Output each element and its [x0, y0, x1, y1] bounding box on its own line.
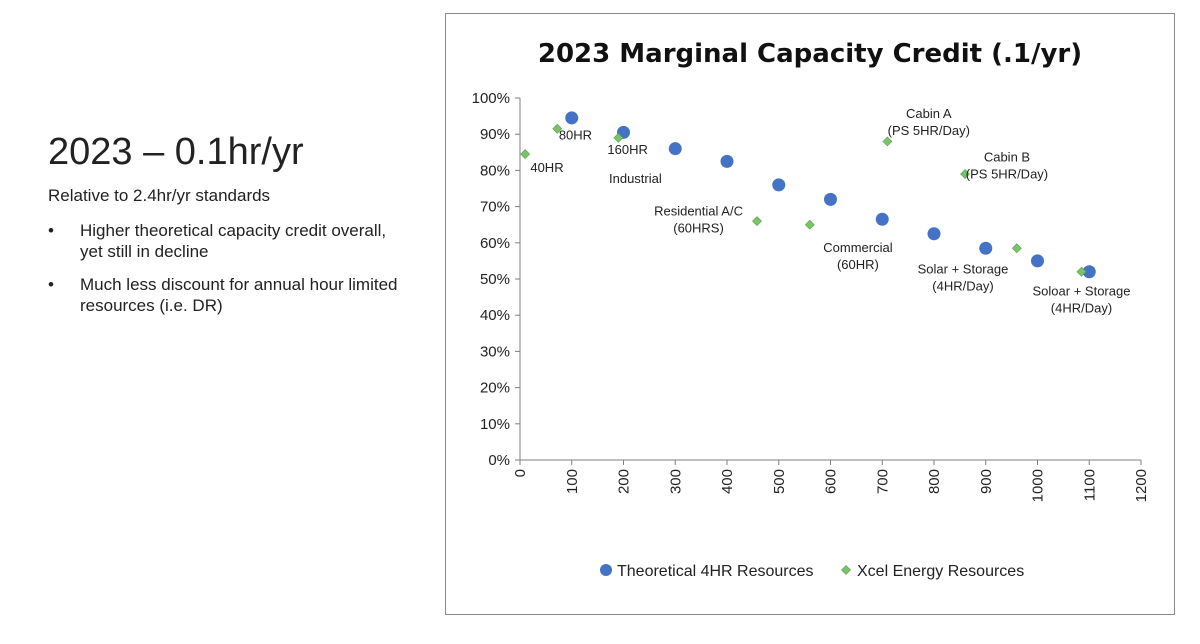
chart-axes: 0% 10% 20% 30% 40% 50% 60% 70% 80% 90% 100% 0 100 200…	[472, 90, 1150, 502]
theoretical-resource-point	[824, 192, 837, 206]
y-tick-label: 10%	[480, 416, 510, 433]
x-tick-label: 300	[667, 469, 684, 494]
x-tick-label: 500	[771, 469, 788, 494]
bullet-text: Much less discount for annual hour limit…	[80, 275, 398, 315]
y-tick-label: 0%	[488, 452, 510, 469]
data-label: Industrial	[609, 171, 662, 186]
xcel-resource-point	[752, 216, 762, 227]
data-label: Residential A/C	[654, 204, 743, 219]
data-label: 160HR	[607, 142, 647, 157]
legend-marker-xcel	[841, 565, 851, 575]
x-tick-label: 800	[926, 469, 943, 494]
theoretical-resource-point	[720, 154, 734, 168]
xcel-resource-point	[1011, 243, 1022, 254]
xcel-resource-point	[613, 132, 624, 143]
scatter-chart: 2023 Marginal Capacity Credit (.1/yr) 0%…	[472, 39, 1150, 580]
chart-marks	[520, 111, 1096, 279]
x-tick-label: 600	[823, 469, 840, 494]
chart-frame: 2023 Marginal Capacity Credit (.1/yr) 0%…	[445, 13, 1175, 615]
bullet-list: • Higher theoretical capacity credit over…	[48, 220, 408, 316]
slide-subtitle: Relative to 2.4hr/yr standards	[48, 186, 271, 205]
data-label: (4HR/Day)	[932, 279, 993, 294]
data-label: (60HRS)	[673, 221, 724, 236]
slide-title: 2023 – 0.1hr/yr	[48, 131, 304, 173]
x-tick-label: 900	[978, 469, 995, 494]
x-tick-label: 0	[512, 469, 529, 477]
slide-text-panel: 2023 – 0.1hr/yr Relative to 2.4hr/yr sta…	[48, 128, 408, 328]
chart-annotations: 40HR 80HR 160HR Industrial Residential A/C (6…	[530, 106, 1130, 315]
y-tick-label: 100%	[472, 90, 510, 107]
x-tick-label: 1000	[1030, 469, 1047, 502]
theoretical-resource-point	[772, 178, 786, 192]
xcel-resource-point	[520, 149, 531, 160]
y-tick-label: 40%	[480, 307, 510, 324]
theoretical-resource-point	[1082, 265, 1096, 279]
y-tick-label: 30%	[480, 343, 510, 360]
x-tick-label: 200	[616, 469, 633, 494]
x-tick-label: 1100	[1081, 469, 1098, 501]
y-tick-label: 80%	[480, 162, 510, 179]
xcel-resource-point	[1076, 266, 1087, 277]
y-tick-label: 60%	[480, 235, 510, 252]
x-tick-label: 400	[719, 469, 736, 494]
theoretical-resource-point	[668, 142, 682, 156]
x-tick-label: 100	[564, 469, 581, 494]
bullet-dot-icon: •	[48, 275, 54, 294]
y-tick-label: 70%	[480, 199, 510, 216]
y-tick-label: 90%	[480, 126, 510, 143]
data-label: Commercial	[823, 240, 892, 255]
legend-marker-theoretical	[600, 564, 612, 576]
data-label: Solar + Storage	[918, 262, 1009, 277]
xcel-resource-point	[552, 123, 563, 134]
xcel-resource-point	[960, 169, 970, 179]
data-label: (PS 5HR/Day)	[888, 123, 970, 138]
data-label: 80HR	[559, 128, 592, 143]
bullet-item: • Much less discount for annual hour limi…	[48, 274, 408, 316]
data-label: (60HR)	[837, 257, 879, 272]
y-tick-label: 50%	[480, 271, 510, 288]
theoretical-resource-point	[927, 227, 941, 241]
data-label: (4HR/Day)	[1051, 300, 1112, 315]
bullet-text: Higher theoretical capacity credit overa…	[80, 221, 387, 261]
x-tick-label: 700	[874, 469, 891, 494]
data-label: Soloar + Storage	[1033, 283, 1131, 298]
bullet-item: • Higher theoretical capacity credit over…	[48, 220, 408, 262]
legend-label-xcel: Xcel Energy Resources	[857, 563, 1024, 580]
y-tick-label: 20%	[480, 380, 510, 397]
data-label: Cabin B	[984, 149, 1030, 164]
xcel-resource-point	[804, 219, 815, 230]
data-label: (PS 5HR/Day)	[966, 166, 1048, 181]
theoretical-resource-point	[565, 111, 579, 125]
legend-label-theoretical: Theoretical 4HR Resources	[617, 563, 814, 580]
theoretical-resource-point	[1031, 254, 1044, 268]
chart-title: 2023 Marginal Capacity Credit (.1/yr)	[538, 39, 1082, 69]
theoretical-resource-point	[875, 212, 889, 226]
bullet-dot-icon: •	[48, 221, 54, 240]
xcel-resource-point	[882, 136, 893, 147]
chart-legend: Theoretical 4HR Resources Xcel Energy Res…	[600, 563, 1024, 580]
data-label: Cabin A	[906, 106, 952, 121]
data-label: 40HR	[530, 160, 563, 175]
x-tick-label: 1200	[1133, 469, 1150, 502]
theoretical-resource-point	[979, 241, 993, 255]
